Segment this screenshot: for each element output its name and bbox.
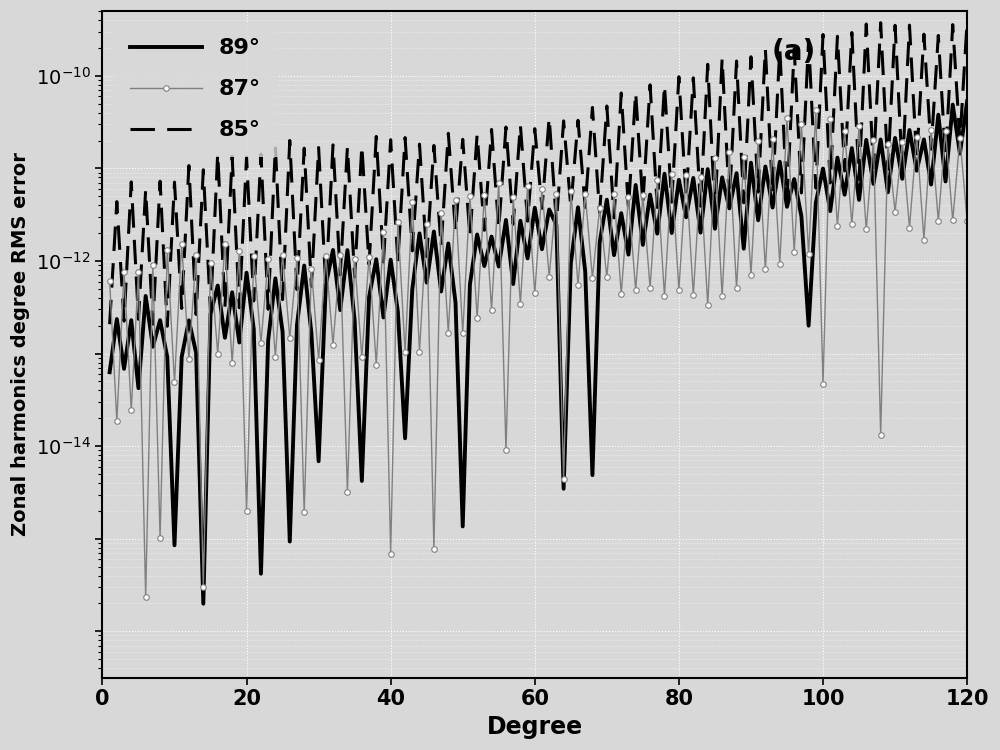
87°	[586, 274, 598, 283]
87°	[702, 301, 714, 310]
85°	[788, 44, 800, 53]
Legend: 89°, 87°, 85°: 89°, 87°, 85°	[113, 22, 278, 157]
Line: 89°: 89°	[110, 101, 967, 604]
87°	[104, 276, 116, 285]
85°	[291, 285, 303, 294]
Line: 87°: 87°	[107, 108, 970, 600]
87°	[291, 254, 303, 262]
Line: 85°: 85°	[110, 21, 967, 326]
Y-axis label: Zonal harmonics degree RMS error: Zonal harmonics degree RMS error	[11, 152, 30, 536]
89°	[940, 177, 952, 186]
85°	[341, 142, 353, 152]
85°	[161, 322, 173, 331]
87°	[810, 106, 822, 115]
87°	[788, 248, 800, 256]
89°	[586, 470, 598, 479]
85°	[940, 153, 952, 162]
89°	[197, 599, 209, 608]
87°	[140, 593, 152, 602]
89°	[702, 165, 714, 174]
89°	[104, 368, 116, 376]
89°	[788, 175, 800, 184]
87°	[947, 216, 959, 225]
87°	[341, 488, 353, 496]
X-axis label: Degree: Degree	[487, 715, 583, 739]
85°	[586, 103, 598, 112]
85°	[702, 60, 714, 69]
89°	[961, 97, 973, 106]
89°	[291, 320, 303, 329]
87°	[961, 216, 973, 225]
85°	[104, 320, 116, 328]
89°	[341, 245, 353, 254]
85°	[961, 16, 973, 26]
Text: (a): (a)	[772, 38, 816, 66]
